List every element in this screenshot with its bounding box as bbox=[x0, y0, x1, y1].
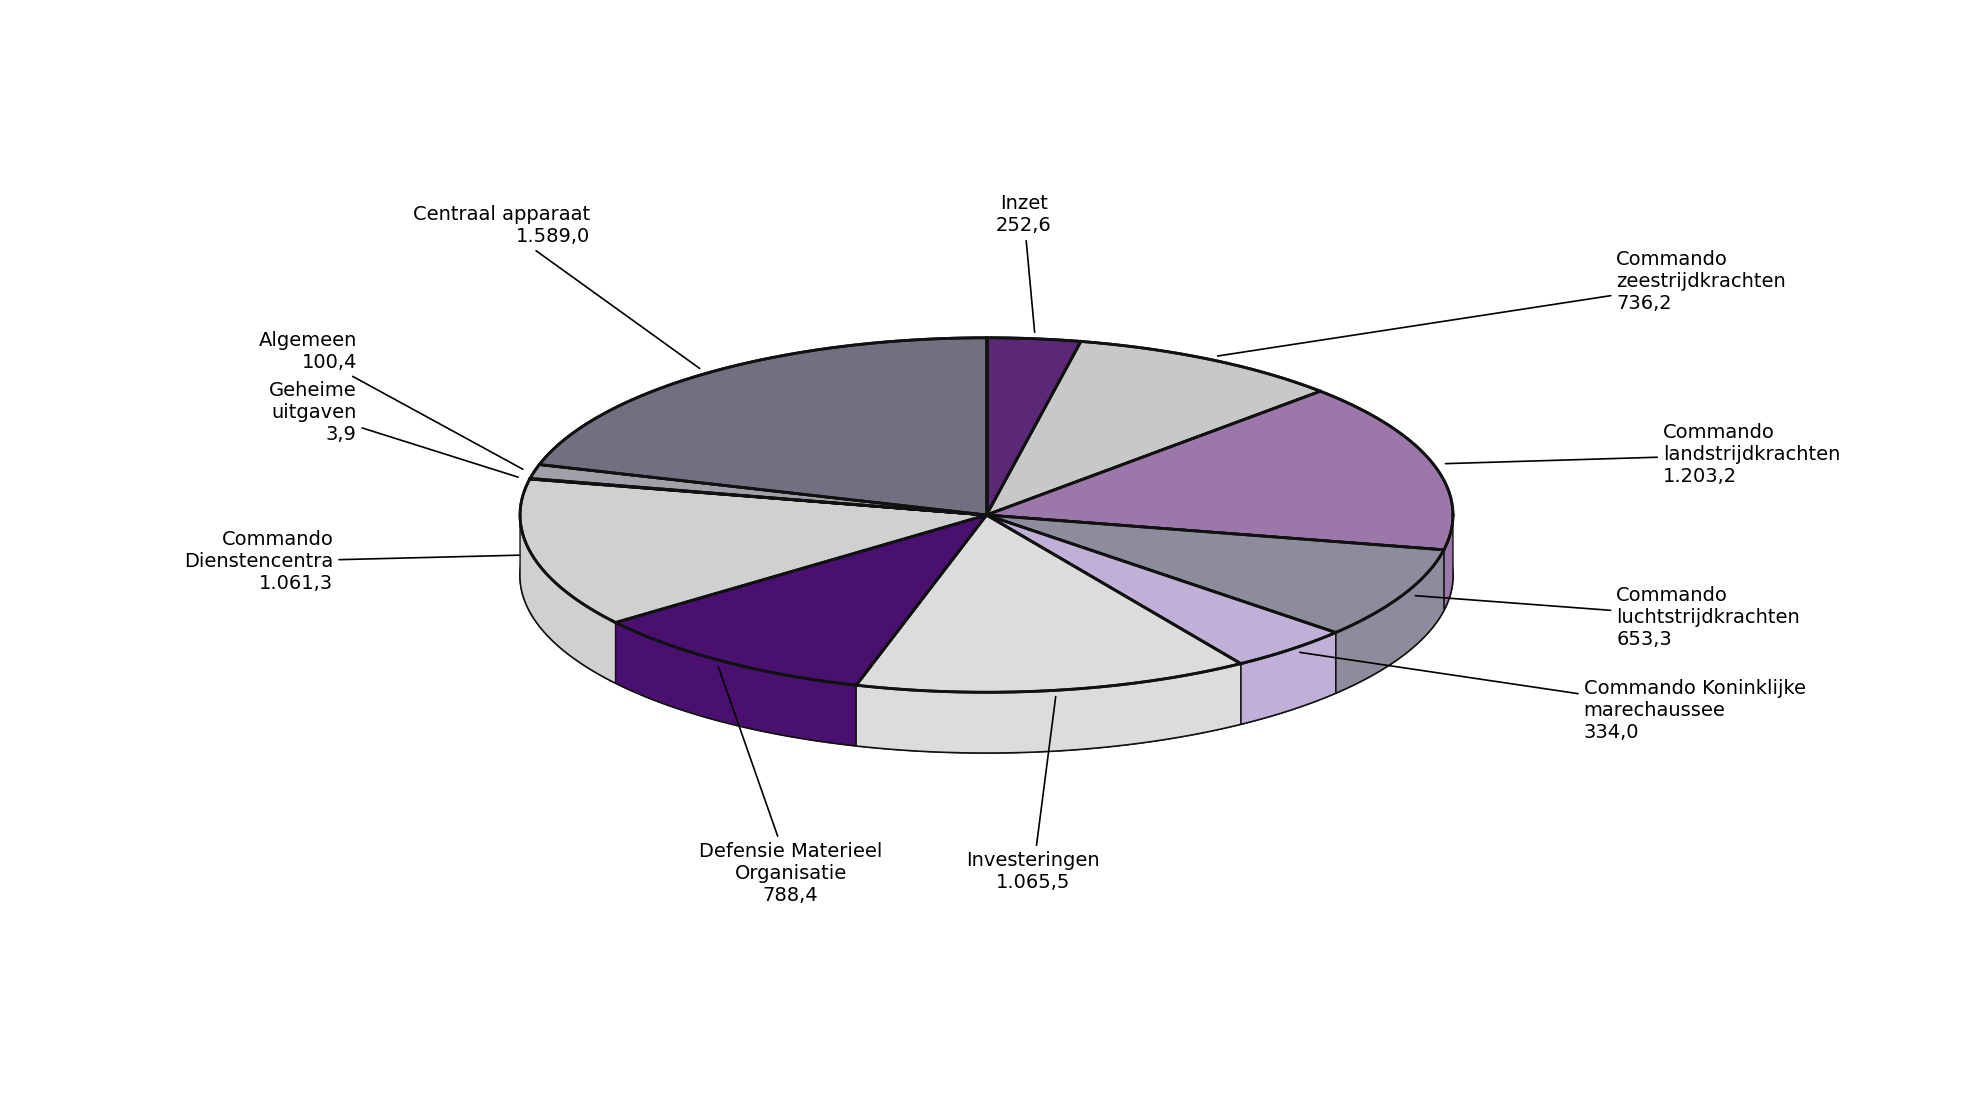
Text: Centraal apparaat
1.589,0: Centraal apparaat 1.589,0 bbox=[412, 206, 700, 368]
Text: Geheime
uitgaven
3,9: Geheime uitgaven 3,9 bbox=[268, 381, 519, 477]
Polygon shape bbox=[1241, 632, 1336, 724]
Text: Commando
zeestrijdkrachten
736,2: Commando zeestrijdkrachten 736,2 bbox=[1217, 251, 1786, 356]
Polygon shape bbox=[986, 515, 1444, 632]
Polygon shape bbox=[521, 516, 616, 683]
Polygon shape bbox=[539, 338, 986, 515]
Polygon shape bbox=[521, 478, 986, 623]
Polygon shape bbox=[531, 464, 986, 515]
Text: Commando
luchtstrijdkrachten
653,3: Commando luchtstrijdkrachten 653,3 bbox=[1415, 586, 1799, 649]
Polygon shape bbox=[616, 515, 986, 685]
Text: Algemeen
100,4: Algemeen 100,4 bbox=[258, 331, 523, 470]
Text: Commando
Dienstencentra
1.061,3: Commando Dienstencentra 1.061,3 bbox=[183, 530, 519, 593]
Text: Investeringen
1.065,5: Investeringen 1.065,5 bbox=[967, 696, 1101, 892]
Polygon shape bbox=[521, 398, 1452, 752]
Polygon shape bbox=[616, 623, 856, 746]
Polygon shape bbox=[986, 515, 1336, 663]
Text: Inzet
252,6: Inzet 252,6 bbox=[996, 194, 1052, 332]
Polygon shape bbox=[986, 341, 1320, 515]
Polygon shape bbox=[986, 338, 1081, 515]
Text: Commando
landstrijdkrachten
1.203,2: Commando landstrijdkrachten 1.203,2 bbox=[1446, 422, 1841, 486]
Polygon shape bbox=[531, 478, 986, 515]
Text: Defensie Materieel
Organisatie
788,4: Defensie Materieel Organisatie 788,4 bbox=[698, 667, 882, 904]
Polygon shape bbox=[1336, 550, 1444, 693]
Polygon shape bbox=[1444, 516, 1452, 610]
Polygon shape bbox=[856, 515, 1241, 692]
Text: Commando Koninklijke
marechaussee
334,0: Commando Koninklijke marechaussee 334,0 bbox=[1300, 652, 1805, 742]
Polygon shape bbox=[986, 392, 1452, 550]
Polygon shape bbox=[856, 663, 1241, 752]
